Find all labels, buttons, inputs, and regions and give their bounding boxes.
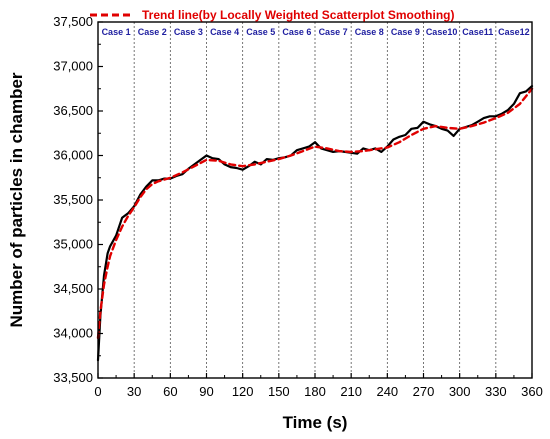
y-tick-label: 34,000: [53, 326, 93, 341]
x-tick-label: 270: [413, 384, 435, 399]
case-label: Case12: [498, 27, 530, 37]
case-label: Case 5: [246, 27, 275, 37]
x-tick-label: 210: [340, 384, 362, 399]
y-tick-label: 35,000: [53, 237, 93, 252]
case-label: Case 3: [174, 27, 203, 37]
x-tick-label: 330: [485, 384, 507, 399]
legend-label-trend-line: Trend line(by Locally Weighted Scatterpl…: [142, 8, 454, 22]
case-label: Case11: [462, 27, 493, 37]
x-tick-label: 360: [521, 384, 543, 399]
case-labels: Case 1 Case 2 Case 3 Case 4 Case 5 Case 6 Case…: [102, 27, 530, 37]
x-tick-label: 300: [449, 384, 471, 399]
y-axis-title: Number of particles in chamber: [7, 72, 26, 327]
x-axis-title: Time (s): [283, 413, 348, 432]
case-label: Case10: [426, 27, 458, 37]
case-label: Case 7: [319, 27, 348, 37]
x-tick-label: 30: [127, 384, 141, 399]
y-tick-label: 37,000: [53, 59, 93, 74]
y-tick-label: 35,500: [53, 192, 93, 207]
y-axis: 33,500 34,000 34,500 35,000 35,500 36,000 36,5…: [53, 14, 103, 385]
x-tick-label: 90: [199, 384, 213, 399]
series-layer: [96, 84, 534, 362]
y-tick-label: 36,000: [53, 148, 93, 163]
case-label: Case 6: [282, 27, 311, 37]
y-tick-label: 36,500: [53, 103, 93, 118]
case-label: Case 1: [102, 27, 131, 37]
y-tick-label: 37,500: [53, 14, 93, 29]
x-tick-label: 60: [163, 384, 177, 399]
x-tick-label: 0: [94, 384, 101, 399]
y-tick-label: 33,500: [53, 370, 93, 385]
y-tick-label: 34,500: [53, 281, 93, 296]
case-label: Case 9: [391, 27, 420, 37]
case-label: Case 4: [210, 27, 239, 37]
x-tick-label: 120: [232, 384, 254, 399]
x-axis: 0 30 60 90 120 150 180 210 240 270 300 330 360: [94, 373, 543, 399]
x-tick-label: 180: [304, 384, 326, 399]
case-label: Case 8: [355, 27, 384, 37]
x-tick-label: 240: [376, 384, 398, 399]
case-dividers: [133, 22, 497, 378]
series-line-trend: [96, 87, 534, 340]
x-tick-label: 150: [268, 384, 290, 399]
legend: Trend line(by Locally Weighted Scatterpl…: [90, 8, 454, 22]
case-label: Case 2: [138, 27, 167, 37]
